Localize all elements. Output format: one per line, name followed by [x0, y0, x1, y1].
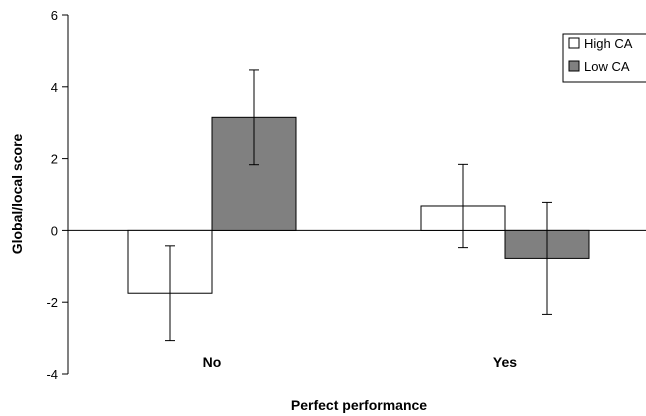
category-label-no: No — [203, 354, 222, 370]
y-tick-label: 0 — [51, 223, 58, 238]
y-ticks: -4 -2 0 2 4 6 — [46, 8, 68, 382]
category-labels: No Yes — [203, 354, 518, 370]
y-tick-label: 6 — [51, 8, 58, 23]
x-axis-title: Perfect performance — [291, 397, 427, 413]
y-axis-title: Global/local score — [9, 133, 25, 254]
legend-label-low-ca: Low CA — [584, 59, 630, 74]
y-tick-label: -2 — [46, 295, 58, 310]
legend-label-high-ca: High CA — [584, 36, 633, 51]
legend-swatch-low-ca — [568, 60, 580, 72]
y-tick-label: 4 — [51, 80, 58, 95]
legend: High CA Low CA — [562, 33, 646, 83]
y-tick-label: 2 — [51, 152, 58, 167]
legend-swatch-high-ca — [568, 37, 580, 49]
y-tick-label: -4 — [46, 367, 58, 382]
category-label-yes: Yes — [493, 354, 517, 370]
bars — [127, 69, 590, 342]
